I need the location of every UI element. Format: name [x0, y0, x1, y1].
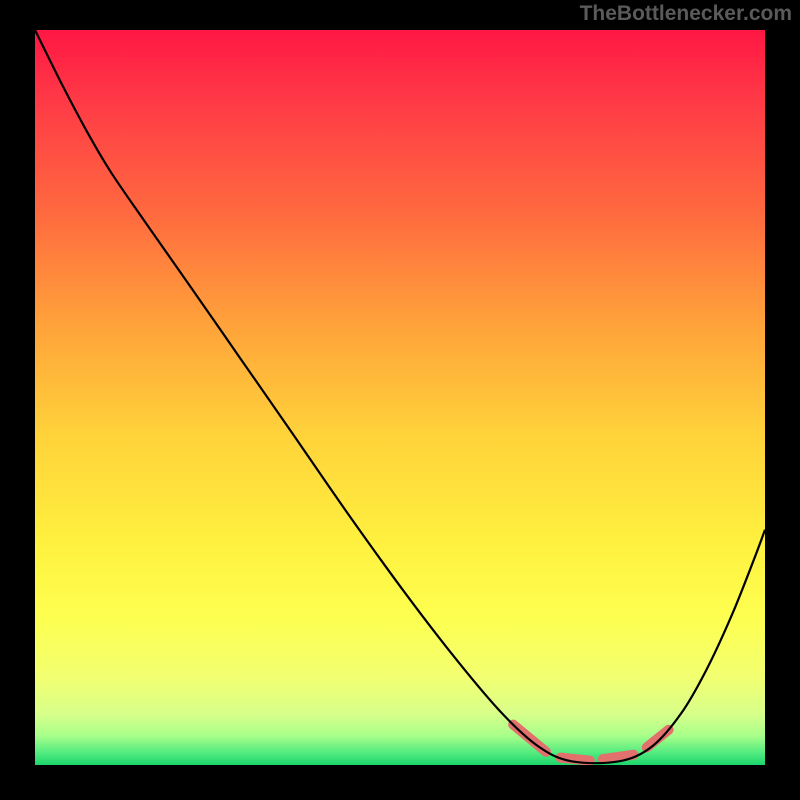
gradient-background: [35, 30, 765, 765]
plot-area: [35, 30, 765, 765]
watermark-text: TheBottlenecker.com: [580, 2, 792, 26]
bottleneck-chart: TheBottlenecker.com: [0, 0, 800, 800]
chart-svg: [35, 30, 765, 765]
